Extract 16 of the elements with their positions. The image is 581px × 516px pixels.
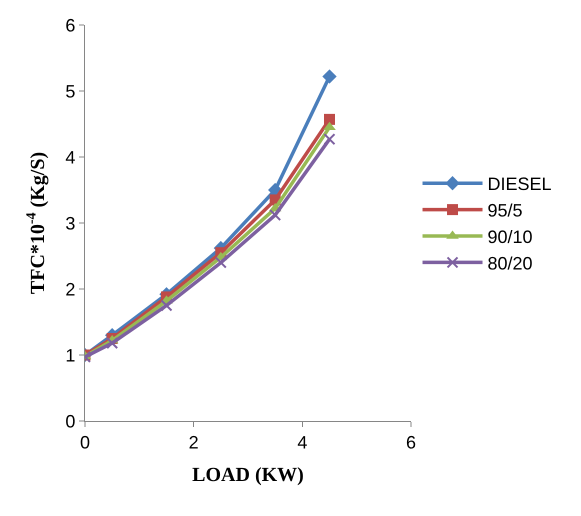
y-tick-label: 5 <box>65 81 76 102</box>
y-tick-label: 0 <box>65 411 76 432</box>
legend-label: 90/10 <box>488 227 533 248</box>
y-tick-label: 3 <box>65 213 76 234</box>
x-tick-label: 6 <box>406 432 416 453</box>
y-tick-label: 6 <box>65 15 76 36</box>
y-tick-label: 1 <box>65 345 76 366</box>
y-tick-label: 4 <box>65 147 76 168</box>
x-tick-label: 4 <box>297 432 308 453</box>
legend-label: 95/5 <box>488 200 523 221</box>
x-axis-title: LOAD (KW) <box>192 464 304 486</box>
x-tick-label: 0 <box>80 432 90 453</box>
legend-label: DIESEL <box>488 174 552 194</box>
x-tick-label: 2 <box>188 432 199 453</box>
y-tick-label: 2 <box>65 279 76 300</box>
legend-label: 80/20 <box>488 253 533 274</box>
